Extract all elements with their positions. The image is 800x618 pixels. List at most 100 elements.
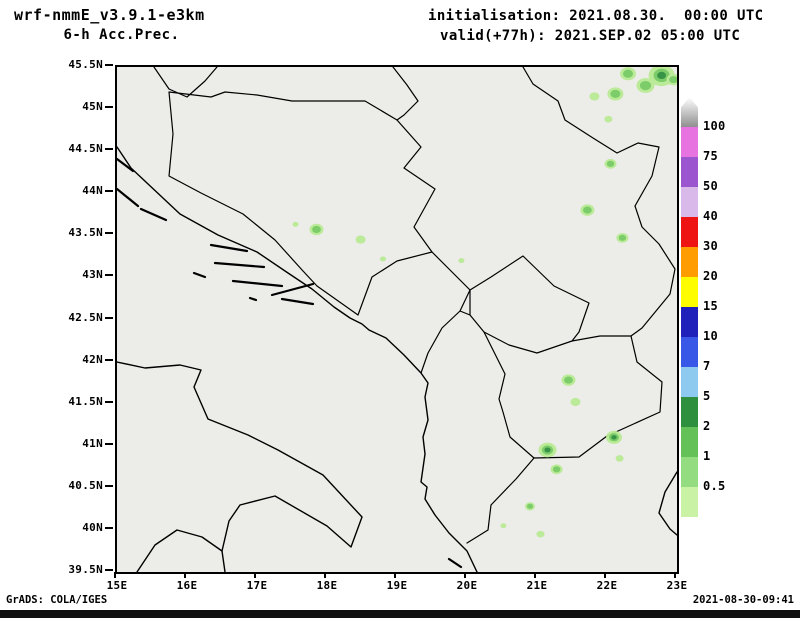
colorbar-segment-above-100 — [681, 97, 698, 127]
x-tick-mark — [464, 572, 466, 578]
x-tick-mark — [604, 572, 606, 578]
y-tick-mark — [105, 148, 113, 151]
initialisation-time: initialisation: 2021.08.30. 00:00 UTC — [428, 8, 764, 24]
colorbar-segment-20-30 — [681, 247, 698, 277]
colorbar-label: 7 — [703, 359, 711, 373]
y-tick-label: 45.5N — [68, 58, 103, 71]
x-tick-label: 23E — [666, 579, 688, 592]
balkans-map — [117, 67, 677, 572]
precipitation-shading — [292, 67, 677, 538]
y-axis: 45.5N 45N 44.5N 44N 43.5N 43N 42.5N 42N 41.5N 41N… — [52, 58, 115, 576]
colorbar — [681, 97, 698, 517]
x-tick-mark — [534, 572, 536, 578]
valid-time: valid(+77h): 2021.SEP.02 05:00 UTC — [440, 28, 741, 44]
colorbar-label: 10 — [703, 329, 719, 343]
y-tick-mark — [105, 358, 113, 361]
colorbar-segment-30-40 — [681, 217, 698, 247]
adriatic-coastline — [117, 146, 478, 572]
serbia-montenegro-border — [431, 251, 471, 291]
colorbar-label: 50 — [703, 179, 719, 193]
slovenia-croatia-border — [153, 67, 218, 98]
run-info-block: initialisation: 2021.08.30. 00:00 UTC va… — [428, 6, 768, 46]
y-tick-label: 41N — [82, 436, 103, 450]
croatian-islands — [117, 157, 463, 569]
y-tick-label: 43N — [82, 268, 103, 282]
x-tick-mark — [674, 572, 676, 578]
y-tick-label: 44.5N — [68, 142, 103, 156]
y-tick-mark — [105, 64, 113, 66]
bosnia-border — [168, 91, 436, 316]
colorbar-label: 75 — [703, 149, 719, 163]
colorbar-labels: 100 75 50 40 30 20 15 10 7 5 2 1 0.5 — [703, 97, 743, 517]
y-tick-mark — [105, 442, 113, 445]
colorbar-segment-50-75 — [681, 157, 698, 187]
colorbar-segment-7-10 — [681, 337, 698, 367]
x-tick-label: 17E — [246, 579, 268, 592]
y-tick-mark — [105, 526, 113, 529]
colorbar-label: 0.5 — [703, 479, 726, 493]
colorbar-segment-75-100 — [681, 127, 698, 157]
colorbar-label: 15 — [703, 299, 719, 313]
y-tick-label: 41.5N — [68, 394, 103, 408]
colorbar-label: 30 — [703, 239, 719, 253]
y-tick-label: 42.5N — [68, 310, 103, 324]
colorbar-segment-5-7 — [681, 367, 698, 397]
product-title: 6-h Acc.Prec. — [63, 27, 180, 43]
aegean-coastline — [658, 471, 677, 536]
colorbar-label: 1 — [703, 449, 711, 463]
albania-macedonia-border — [483, 331, 535, 459]
y-tick-label: 40N — [82, 520, 103, 534]
x-tick-label: 21E — [526, 579, 548, 592]
croatia-serbia-border — [392, 67, 419, 121]
y-tick-mark — [105, 569, 113, 571]
colorbar-segment-10-15 — [681, 307, 698, 337]
colorbar-segment-1-2 — [681, 427, 698, 457]
x-tick-label: 16E — [176, 579, 198, 592]
x-tick-mark — [114, 572, 116, 578]
albania-greece-border — [466, 457, 535, 544]
y-tick-mark — [105, 232, 113, 235]
italy-coastline — [117, 361, 363, 572]
colorbar-label: 20 — [703, 269, 719, 283]
x-axis: 15E 16E 17E 18E 19E 20E 21E 22E 23E — [107, 572, 687, 596]
title-block: wrf-nmmE_v3.9.1-e3km 6-h Acc.Prec. — [14, 6, 229, 43]
y-tick-label: 42N — [82, 352, 103, 366]
y-tick-mark — [105, 190, 113, 193]
colorbar-label: 5 — [703, 389, 711, 403]
x-tick-label: 19E — [386, 579, 408, 592]
y-tick-label: 45N — [82, 100, 103, 114]
bottom-bar — [0, 610, 800, 618]
x-tick-label: 15E — [106, 579, 128, 592]
creation-timestamp: 2021-08-30-09:41 — [692, 594, 794, 606]
x-tick-label: 18E — [316, 579, 338, 592]
y-tick-label: 44N — [82, 184, 103, 198]
x-tick-mark — [394, 572, 396, 578]
montenegro-albania-border — [420, 289, 471, 374]
y-tick-label: 43.5N — [68, 226, 103, 240]
colorbar-segment-0.5-1 — [681, 457, 698, 487]
colorbar-segment-15-20 — [681, 277, 698, 307]
colorbar-label: 2 — [703, 419, 711, 433]
kosovo-border — [469, 255, 590, 354]
serbia-bulgaria-border — [630, 205, 676, 337]
x-tick-mark — [324, 572, 326, 578]
model-title: wrf-nmmE_v3.9.1-e3km — [14, 6, 205, 24]
colorbar-segment-40-50 — [681, 187, 698, 217]
colorbar-segment-2-5 — [681, 397, 698, 427]
grads-credit: GrADS: COLA/IGES — [6, 594, 108, 606]
calabria-coastline — [136, 529, 223, 572]
y-tick-mark — [105, 274, 113, 277]
y-tick-label: 39.5N — [68, 563, 103, 576]
map-plot-area — [115, 65, 679, 574]
macedonia-border — [533, 335, 663, 459]
y-tick-mark — [105, 316, 113, 319]
y-tick-mark — [105, 400, 113, 403]
colorbar-label: 100 — [703, 119, 726, 133]
y-tick-mark — [105, 484, 113, 487]
serbia-romania-border — [522, 67, 660, 207]
colorbar-segment-below-0.5 — [681, 487, 698, 517]
colorbar-label: 40 — [703, 209, 719, 223]
x-tick-mark — [184, 572, 186, 578]
x-tick-mark — [254, 572, 256, 578]
